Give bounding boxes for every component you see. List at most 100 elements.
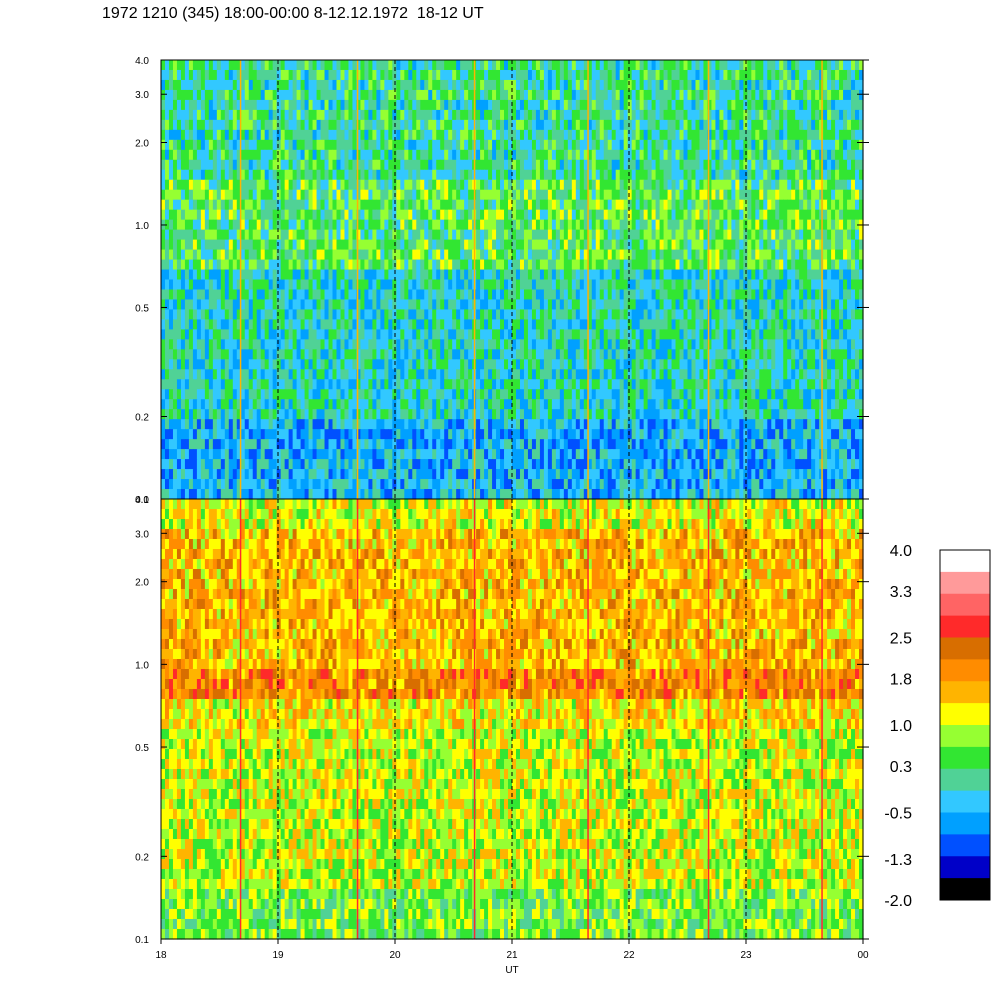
spectrogram-cell <box>755 239 760 251</box>
spectrogram-cell <box>200 229 206 241</box>
spectrogram-cell <box>444 289 449 301</box>
spectrogram-cell <box>839 219 844 231</box>
spectrogram-cell <box>244 259 250 271</box>
spectrogram-cell <box>823 299 828 311</box>
spectrogram-cell <box>224 169 230 181</box>
spectrogram-cell <box>787 239 792 251</box>
spectrogram-cell <box>711 209 717 221</box>
spectrogram-cell <box>803 159 808 171</box>
spectrogram-cell <box>420 79 425 91</box>
spectrogram-cell <box>843 199 848 211</box>
spectrogram-cell <box>751 149 756 161</box>
spectrogram-cell <box>288 129 294 141</box>
spectrogram-cell <box>675 229 681 241</box>
spectrogram-cell <box>659 309 665 321</box>
spectrogram-cell <box>492 129 497 141</box>
spectrogram-cell <box>727 169 732 181</box>
spectrogram-cell <box>811 309 816 321</box>
spectrogram-cell <box>504 199 509 211</box>
spectrogram-cell <box>543 119 549 131</box>
spectrogram-cell <box>424 299 429 311</box>
spectrogram-cell <box>727 209 732 221</box>
spectrogram-cell <box>440 60 445 71</box>
spectrogram-cell <box>627 319 633 330</box>
spectrogram-cell <box>519 219 525 231</box>
spectrogram-cell <box>464 109 469 121</box>
spectrogram-cell <box>683 139 689 151</box>
spectrogram-cell <box>515 109 521 121</box>
spectrogram-cell <box>659 239 665 251</box>
spectrogram-cell <box>771 149 776 161</box>
spectrogram-cell <box>663 239 669 251</box>
spectrogram-cell <box>220 339 226 350</box>
spectrogram-cell <box>631 179 637 191</box>
spectrogram-cell <box>827 119 832 131</box>
spectrogram-cell <box>527 139 533 151</box>
spectrogram-cell <box>236 159 242 171</box>
spectrogram-cell <box>204 259 210 271</box>
spectrogram-cell <box>579 179 585 191</box>
spectrogram-cell <box>831 209 836 221</box>
spectrogram-cell <box>839 89 844 101</box>
spectrogram-cell <box>288 219 294 231</box>
spectrogram-cell <box>228 309 234 321</box>
spectrogram-cell <box>232 259 238 271</box>
spectrogram-cell <box>464 189 469 201</box>
spectrogram-cell <box>811 209 816 221</box>
spectrogram-cell <box>583 139 589 151</box>
spectrogram-cell <box>687 79 693 91</box>
spectrogram-cell <box>360 189 366 201</box>
spectrogram-cell <box>667 129 673 141</box>
spectrogram-cell <box>260 159 266 171</box>
spectrogram-cell <box>420 339 425 350</box>
spectrogram-cell <box>815 279 820 291</box>
spectrogram-cell <box>687 99 693 111</box>
spectrogram-cell <box>755 189 760 201</box>
spectrogram-cell <box>675 99 681 111</box>
spectrogram-cell <box>591 229 597 241</box>
spectrogram-cell <box>312 119 318 131</box>
spectrogram-cell <box>539 69 545 81</box>
spectrogram-cell <box>404 69 409 81</box>
spectrogram-cell <box>775 69 780 81</box>
spectrogram-cell <box>667 189 673 201</box>
spectrogram-cell <box>783 149 788 161</box>
spectrogram-cell <box>667 319 673 330</box>
spectrogram-cell <box>380 89 385 101</box>
spectrogram-cell <box>312 329 318 340</box>
spectrogram-cell <box>747 199 752 211</box>
spectrogram-cell <box>336 299 342 311</box>
spectrogram-cell <box>512 299 517 311</box>
spectrogram-cell <box>787 309 792 321</box>
spectrogram-cell <box>847 69 852 81</box>
spectrogram-cell <box>643 109 649 121</box>
spectrogram-cell <box>815 169 820 181</box>
spectrogram-cell <box>508 219 513 231</box>
spectrogram-cell <box>731 289 736 301</box>
spectrogram-cell <box>312 339 318 350</box>
spectrogram-cell <box>468 99 473 111</box>
spectrogram-cell <box>336 269 342 281</box>
spectrogram-cell <box>232 219 238 231</box>
spectrogram-cell <box>176 269 182 281</box>
spectrogram-cell <box>683 219 689 231</box>
spectrogram-cell <box>424 339 429 350</box>
spectrogram-cell <box>599 79 605 91</box>
spectrogram-cell <box>591 179 597 191</box>
spectrogram-cell <box>244 149 250 161</box>
spectrogram-cell <box>843 179 848 191</box>
spectrogram-cell <box>404 319 409 330</box>
spectrogram-cell <box>456 69 461 81</box>
spectrogram-cell <box>328 149 334 161</box>
spectrogram-cell <box>683 169 689 181</box>
spectrogram-cell <box>304 319 310 330</box>
spectrogram-cell <box>180 139 186 151</box>
spectrogram-cell <box>460 279 465 291</box>
spectrogram-cell <box>827 149 832 161</box>
spectrogram-cell <box>164 199 170 211</box>
spectrogram-cell <box>224 329 230 340</box>
spectrogram-cell <box>687 199 693 211</box>
spectrogram-cell <box>344 269 350 281</box>
spectrogram-cell <box>360 209 366 221</box>
spectrogram-cell <box>264 289 270 301</box>
